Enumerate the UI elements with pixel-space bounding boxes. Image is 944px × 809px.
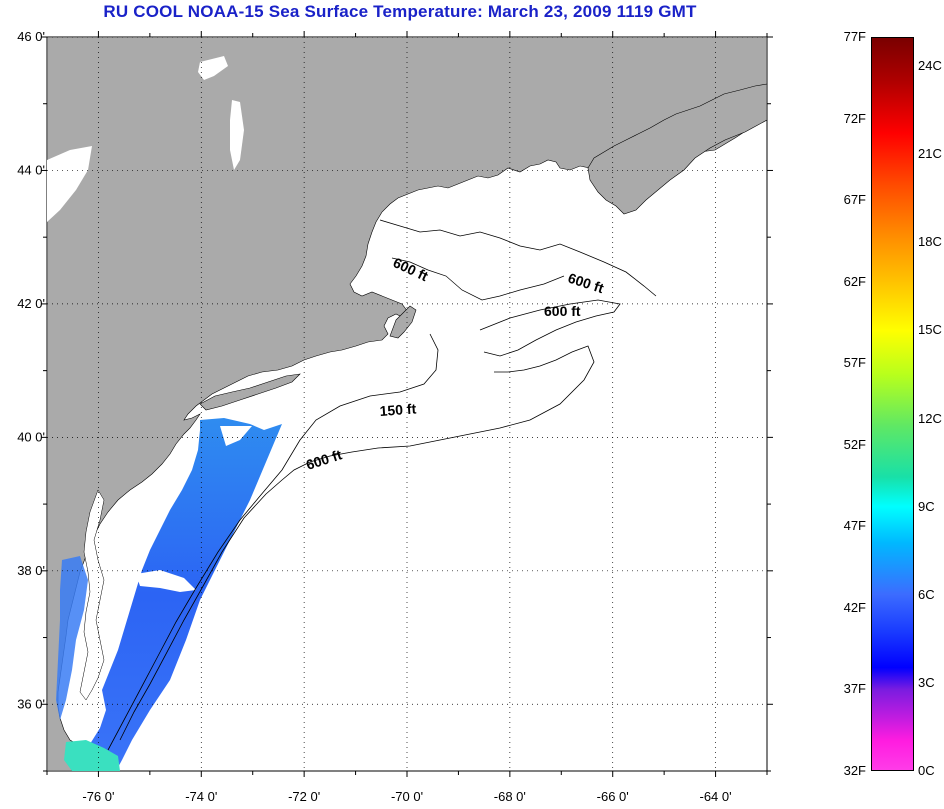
colorbar-f-label: 62F [843,273,866,289]
lon-tick-label: -64 0' [700,789,732,804]
contour-georges [479,299,621,357]
contour-label-150ft: 150 ft [379,400,417,419]
lat-tick-label: 46 0' [17,29,45,44]
cloud-mask-2 [220,426,252,446]
colorbar-f-label: 47F [843,518,866,534]
colorbar-c-label: 12C [918,410,942,426]
lon-tick-label: -66 0' [597,789,629,804]
lake-moosehead [198,56,228,80]
map-title: RU COOL NOAA-15 Sea Surface Temperature:… [103,2,697,21]
lat-tick-label: 40 0' [17,429,45,444]
lake-ontario-edge [47,146,92,222]
sst-chesapeake [56,556,88,720]
lat-tick-label: 42 0' [17,296,45,311]
lon-tick-label: -76 0' [82,789,114,804]
lat-tick-label: 38 0' [17,563,45,578]
lon-tick-label: -68 0' [494,789,526,804]
colorbar-c-label: 21C [918,146,942,162]
contour-600ft [119,345,595,741]
colorbar-c-label: 18C [918,234,942,250]
colorbar-c-label: 0C [918,763,935,778]
colorbar-f-label: 52F [843,436,866,452]
lake-champlain [230,100,244,170]
colorbar-f-label: 67F [843,192,866,208]
colorbar-f-label: 57F [843,355,866,371]
colorbar-c-label: 9C [918,498,935,514]
colorbar-f-label: 42F [843,599,866,615]
lon-tick-label: -74 0' [185,789,217,804]
colorbar-f-label: 37F [843,681,866,697]
colorbar-c-label: 24C [918,58,942,73]
colorbar-c-label: 3C [918,674,935,690]
colorbar-f-label: 72F [843,110,866,126]
graticule [47,36,767,771]
land-cape-cod [389,305,417,339]
contour-gulf-maine [379,219,657,297]
land-long-island [199,373,301,411]
colorbar-f-label: 77F [843,29,866,44]
lat-tick-label: 36 0' [17,696,45,711]
contour-gulf-maine-2 [391,257,565,301]
temperature-colorbar [871,37,914,771]
axis-ticks: 46 0' 44 0' 42 0' 40 0' 38 0' 36 0' -76 0' -74 … [17,29,773,804]
contour-label-600ft-georges: 600 ft [544,303,581,319]
colorbar-f-label: 32F [843,763,866,778]
sst-hatteras-warm [64,740,120,771]
colorbar-c-label: 6C [918,586,935,602]
lat-tick-label: 44 0' [17,162,45,177]
sst-swath [90,418,282,771]
cloud-mask [136,570,196,592]
chesapeake-bay [79,489,105,701]
lon-tick-label: -72 0' [288,789,320,804]
contour-150ft [107,333,439,751]
land-nova-scotia [587,83,767,215]
lon-tick-label: -70 0' [391,789,423,804]
colorbar-c-label: 15C [918,322,942,338]
